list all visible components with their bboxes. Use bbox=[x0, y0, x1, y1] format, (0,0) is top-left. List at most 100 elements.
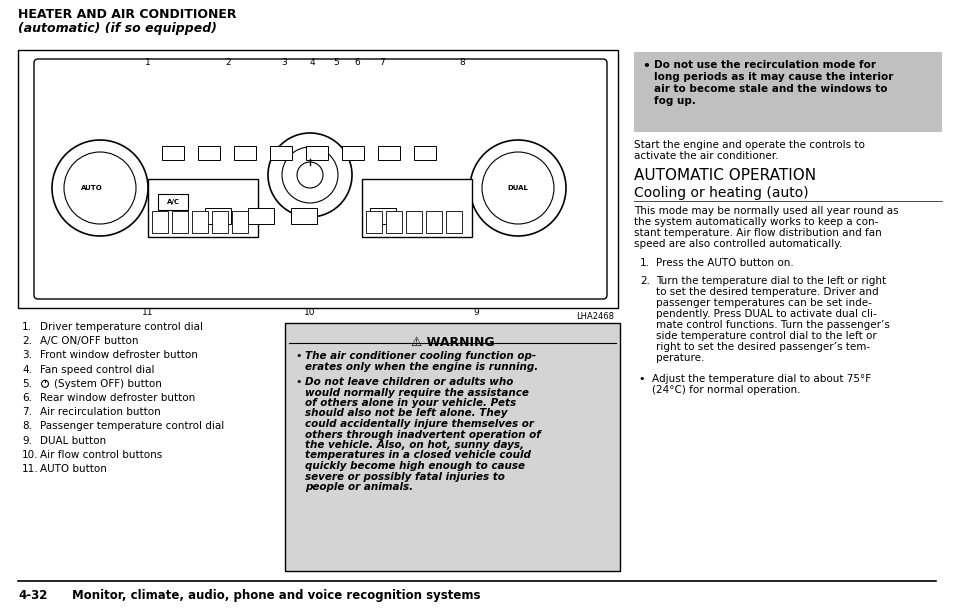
Text: 7.: 7. bbox=[22, 407, 32, 417]
Bar bbox=[306, 146, 328, 160]
Bar bbox=[285, 323, 619, 571]
Text: Cooling or heating (auto): Cooling or heating (auto) bbox=[634, 186, 808, 200]
Text: perature.: perature. bbox=[656, 353, 703, 363]
Text: mate control functions. Turn the passenger’s: mate control functions. Turn the passeng… bbox=[656, 320, 889, 330]
Text: to set the desired temperature. Driver and: to set the desired temperature. Driver a… bbox=[656, 287, 878, 297]
Text: AUTOMATIC OPERATION: AUTOMATIC OPERATION bbox=[634, 168, 815, 183]
Bar bbox=[162, 146, 184, 160]
Bar bbox=[205, 208, 231, 224]
Text: •: • bbox=[294, 351, 301, 361]
Text: 2: 2 bbox=[225, 58, 231, 67]
Bar bbox=[212, 211, 228, 233]
Text: This mode may be normally used all year round as: This mode may be normally used all year … bbox=[634, 206, 898, 216]
Text: 11.: 11. bbox=[22, 464, 38, 474]
Text: Do not leave children or adults who: Do not leave children or adults who bbox=[305, 377, 513, 387]
Bar bbox=[198, 146, 220, 160]
Text: 6.: 6. bbox=[22, 393, 32, 403]
Text: •: • bbox=[638, 374, 644, 384]
Text: fog up.: fog up. bbox=[654, 96, 695, 106]
Bar bbox=[172, 211, 188, 233]
Text: Driver temperature control dial: Driver temperature control dial bbox=[40, 322, 203, 332]
Text: (automatic) (if so equipped): (automatic) (if so equipped) bbox=[18, 22, 216, 35]
Bar bbox=[233, 146, 255, 160]
Text: should also not be left alone. They: should also not be left alone. They bbox=[305, 409, 507, 418]
Text: A/C: A/C bbox=[167, 199, 179, 205]
Text: 4-32: 4-32 bbox=[18, 589, 48, 602]
Text: severe or possibly fatal injuries to: severe or possibly fatal injuries to bbox=[305, 471, 504, 482]
Text: AUTO button: AUTO button bbox=[40, 464, 107, 474]
Text: Front window defroster button: Front window defroster button bbox=[40, 350, 197, 361]
Bar bbox=[232, 211, 248, 233]
Bar bbox=[366, 211, 381, 233]
Text: Air recirculation button: Air recirculation button bbox=[40, 407, 161, 417]
Text: 4: 4 bbox=[309, 58, 314, 67]
Bar bbox=[291, 208, 316, 224]
Text: AUTO: AUTO bbox=[81, 185, 103, 191]
Text: 5.: 5. bbox=[22, 379, 32, 389]
Text: Fan speed control dial: Fan speed control dial bbox=[40, 365, 154, 375]
Bar bbox=[446, 211, 461, 233]
Text: 8.: 8. bbox=[22, 421, 32, 432]
Text: Turn the temperature dial to the left or right: Turn the temperature dial to the left or… bbox=[656, 276, 885, 286]
Text: Start the engine and operate the controls to: Start the engine and operate the control… bbox=[634, 140, 864, 150]
Text: 2.: 2. bbox=[22, 336, 32, 346]
Text: 1: 1 bbox=[145, 58, 151, 67]
Text: pendently. Press DUAL to activate dual cli-: pendently. Press DUAL to activate dual c… bbox=[656, 309, 876, 319]
Text: 3.: 3. bbox=[22, 350, 32, 361]
Text: 11: 11 bbox=[142, 308, 153, 317]
Text: of others alone in your vehicle. Pets: of others alone in your vehicle. Pets bbox=[305, 398, 516, 408]
Text: long periods as it may cause the interior: long periods as it may cause the interio… bbox=[654, 72, 892, 82]
Text: erates only when the engine is running.: erates only when the engine is running. bbox=[305, 362, 537, 371]
Text: 9: 9 bbox=[473, 308, 478, 317]
Text: Air flow control buttons: Air flow control buttons bbox=[40, 450, 162, 460]
Bar bbox=[370, 208, 395, 224]
Text: DUAL button: DUAL button bbox=[40, 435, 106, 446]
Text: others through inadvertent operation of: others through inadvertent operation of bbox=[305, 429, 540, 440]
Bar bbox=[248, 208, 274, 224]
Text: right to set the desired passenger’s tem-: right to set the desired passenger’s tem… bbox=[656, 342, 869, 352]
Text: quickly become high enough to cause: quickly become high enough to cause bbox=[305, 461, 524, 471]
Text: could accidentally injure themselves or: could accidentally injure themselves or bbox=[305, 419, 534, 429]
Text: HEATER AND AIR CONDITIONER: HEATER AND AIR CONDITIONER bbox=[18, 8, 236, 21]
Text: 6: 6 bbox=[354, 58, 359, 67]
Text: side temperature control dial to the left or: side temperature control dial to the lef… bbox=[656, 331, 876, 341]
Bar bbox=[270, 146, 292, 160]
Bar bbox=[18, 50, 618, 308]
Text: 1.: 1. bbox=[639, 258, 649, 268]
Text: passenger temperatures can be set inde-: passenger temperatures can be set inde- bbox=[656, 298, 871, 308]
Text: 4.: 4. bbox=[22, 365, 32, 375]
Text: Rear window defroster button: Rear window defroster button bbox=[40, 393, 195, 403]
Text: the vehicle. Also, on hot, sunny days,: the vehicle. Also, on hot, sunny days, bbox=[305, 440, 523, 450]
Bar bbox=[414, 146, 436, 160]
Text: Do not use the recirculation mode for: Do not use the recirculation mode for bbox=[654, 60, 875, 70]
Text: 5: 5 bbox=[333, 58, 338, 67]
Text: (System OFF) button: (System OFF) button bbox=[54, 379, 162, 389]
Text: stant temperature. Air flow distribution and fan: stant temperature. Air flow distribution… bbox=[634, 228, 881, 238]
Text: Adjust the temperature dial to about 75°F: Adjust the temperature dial to about 75°… bbox=[651, 374, 870, 384]
Bar bbox=[634, 52, 941, 132]
Text: •: • bbox=[294, 377, 301, 387]
Text: air to become stale and the windows to: air to become stale and the windows to bbox=[654, 84, 886, 94]
Text: 2.: 2. bbox=[639, 276, 649, 286]
Bar bbox=[426, 211, 441, 233]
Text: Press the AUTO button on.: Press the AUTO button on. bbox=[656, 258, 793, 268]
Text: 1.: 1. bbox=[22, 322, 32, 332]
Bar bbox=[377, 146, 399, 160]
Text: ⚠ WARNING: ⚠ WARNING bbox=[410, 336, 494, 349]
Text: DUAL: DUAL bbox=[507, 185, 528, 191]
Text: 8: 8 bbox=[458, 58, 464, 67]
Text: (24°C) for normal operation.: (24°C) for normal operation. bbox=[651, 385, 800, 395]
Bar bbox=[148, 179, 257, 237]
Text: the system automatically works to keep a con-: the system automatically works to keep a… bbox=[634, 217, 878, 227]
FancyBboxPatch shape bbox=[34, 59, 606, 299]
Bar bbox=[192, 211, 208, 233]
Text: LHA2468: LHA2468 bbox=[576, 312, 614, 321]
Text: The air conditioner cooling function op-: The air conditioner cooling function op- bbox=[305, 351, 536, 361]
Text: Monitor, climate, audio, phone and voice recognition systems: Monitor, climate, audio, phone and voice… bbox=[71, 589, 480, 602]
Bar bbox=[406, 211, 421, 233]
Text: people or animals.: people or animals. bbox=[305, 482, 413, 492]
Bar bbox=[386, 211, 401, 233]
Text: would normally require the assistance: would normally require the assistance bbox=[305, 387, 528, 398]
Text: activate the air conditioner.: activate the air conditioner. bbox=[634, 151, 778, 161]
Text: 9.: 9. bbox=[22, 435, 32, 446]
